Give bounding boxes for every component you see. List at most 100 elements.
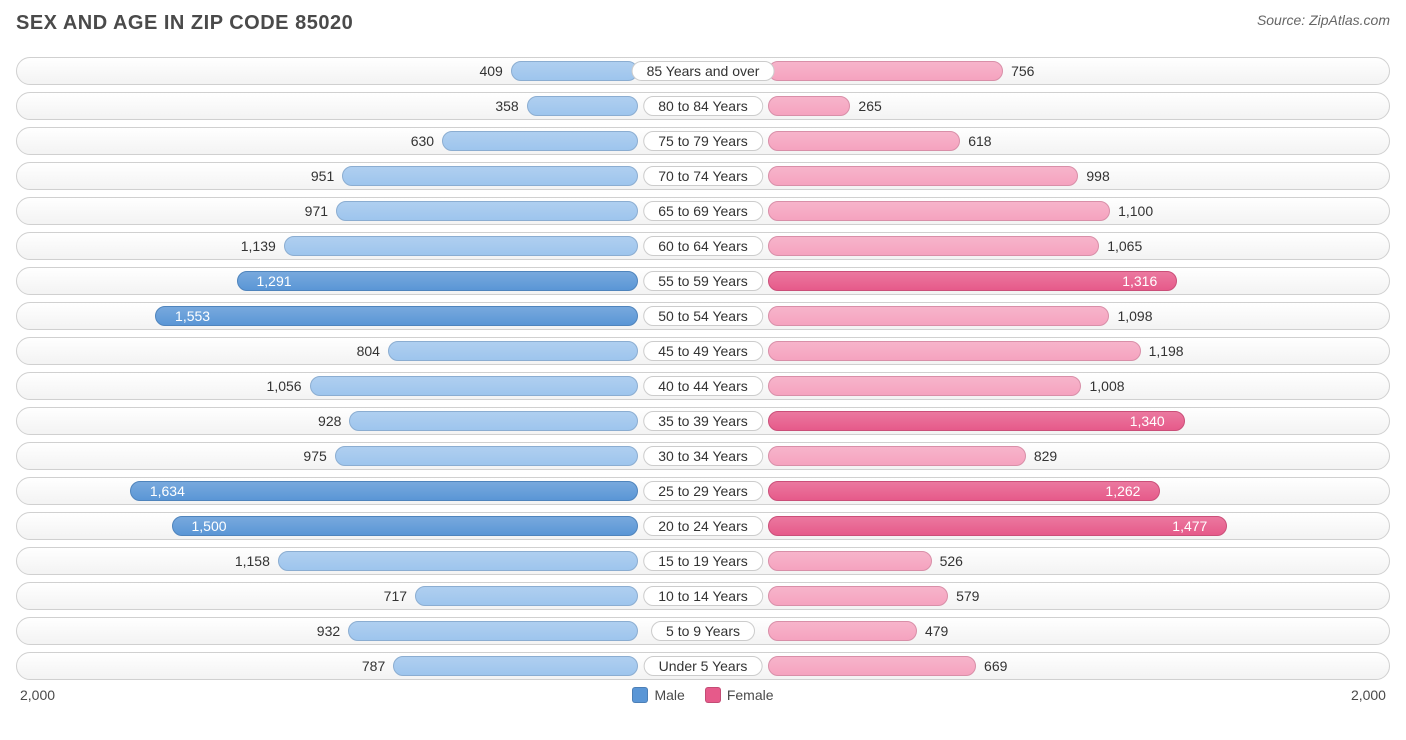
age-group-label: 15 to 19 Years: [643, 551, 763, 571]
male-value: 358: [495, 98, 518, 114]
pyramid-row: 80 to 84 Years 358 265: [16, 92, 1390, 120]
female-bar: [768, 516, 1227, 536]
age-group-label: 25 to 29 Years: [643, 481, 763, 501]
female-value: 1,316: [1122, 273, 1167, 289]
male-value: 717: [384, 588, 407, 604]
pyramid-row: 35 to 39 Years 928 1,340: [16, 407, 1390, 435]
female-bar: [768, 96, 850, 116]
male-value: 1,056: [267, 378, 302, 394]
age-group-label: 10 to 14 Years: [643, 586, 763, 606]
female-value: 998: [1086, 168, 1109, 184]
male-value: 1,634: [140, 483, 185, 499]
pyramid-row: 75 to 79 Years 630 618: [16, 127, 1390, 155]
female-value: 618: [968, 133, 991, 149]
female-value: 1,198: [1149, 343, 1184, 359]
pyramid-row: 20 to 24 Years1,5001,477: [16, 512, 1390, 540]
female-bar: [768, 446, 1026, 466]
male-bar: [310, 376, 638, 396]
chart-title: SEX AND AGE IN ZIP CODE 85020: [16, 12, 353, 35]
female-value: 265: [858, 98, 881, 114]
age-group-label: 85 Years and over: [632, 61, 775, 81]
female-bar: [768, 236, 1099, 256]
male-bar: [511, 61, 638, 81]
chart-source: Source: ZipAtlas.com: [1257, 12, 1390, 28]
female-bar: [768, 341, 1141, 361]
male-bar: [284, 236, 638, 256]
male-value: 928: [318, 413, 341, 429]
legend-swatch-female: [705, 687, 721, 703]
male-value: 932: [317, 623, 340, 639]
female-value: 1,008: [1089, 378, 1124, 394]
male-bar: [130, 481, 638, 501]
male-value: 1,553: [165, 308, 210, 324]
age-group-label: 30 to 34 Years: [643, 446, 763, 466]
male-value: 630: [411, 133, 434, 149]
female-value: 756: [1011, 63, 1034, 79]
pyramid-row: 60 to 64 Years 1,139 1,065: [16, 232, 1390, 260]
pyramid-row: 15 to 19 Years1,158526: [16, 547, 1390, 575]
female-value: 1,065: [1107, 238, 1142, 254]
female-value: 1,098: [1117, 308, 1152, 324]
age-group-label: 35 to 39 Years: [643, 411, 763, 431]
age-group-label: 50 to 54 Years: [643, 306, 763, 326]
age-group-label: 5 to 9 Years: [651, 621, 755, 641]
population-pyramid-chart: 85 Years and over409756 80 to 84 Years 358…: [16, 57, 1390, 680]
female-bar: [768, 551, 932, 571]
male-bar: [342, 166, 638, 186]
male-bar: [335, 446, 638, 466]
age-group-label: Under 5 Years: [644, 656, 763, 676]
age-group-label: 80 to 84 Years: [643, 96, 763, 116]
male-value: 1,500: [182, 518, 227, 534]
male-bar: [349, 411, 638, 431]
female-value: 1,340: [1130, 413, 1175, 429]
male-value: 951: [311, 168, 334, 184]
female-bar: [768, 131, 960, 151]
female-bar: [768, 621, 917, 641]
female-value: 1,262: [1105, 483, 1150, 499]
age-group-label: 20 to 24 Years: [643, 516, 763, 536]
age-group-label: 75 to 79 Years: [643, 131, 763, 151]
male-bar: [415, 586, 638, 606]
axis-label-left: 2,000: [20, 687, 55, 703]
male-bar: [336, 201, 638, 221]
male-value: 787: [362, 658, 385, 674]
pyramid-row: 30 to 34 Years975829: [16, 442, 1390, 470]
age-group-label: 45 to 49 Years: [643, 341, 763, 361]
age-group-label: 40 to 44 Years: [643, 376, 763, 396]
pyramid-row: 45 to 49 Years8041,198: [16, 337, 1390, 365]
legend-item-male: Male: [632, 687, 684, 703]
male-value: 1,158: [235, 553, 270, 569]
male-bar: [278, 551, 638, 571]
female-bar: [768, 586, 948, 606]
female-value: 479: [925, 623, 948, 639]
legend-swatch-male: [632, 687, 648, 703]
female-bar: [768, 376, 1081, 396]
pyramid-row: 10 to 14 Years 717 579: [16, 582, 1390, 610]
pyramid-row: 70 to 74 Years951998: [16, 162, 1390, 190]
age-group-label: 60 to 64 Years: [643, 236, 763, 256]
male-value: 1,291: [247, 273, 292, 289]
pyramid-row: 50 to 54 Years 1,553 1,098: [16, 302, 1390, 330]
female-value: 579: [956, 588, 979, 604]
pyramid-row: 25 to 29 Years 1,634 1,262: [16, 477, 1390, 505]
female-bar: [768, 411, 1185, 431]
male-value: 971: [305, 203, 328, 219]
male-value: 1,139: [241, 238, 276, 254]
male-bar: [388, 341, 638, 361]
pyramid-row: Under 5 Years 787 669: [16, 652, 1390, 680]
female-bar: [768, 306, 1109, 326]
female-bar: [768, 201, 1110, 221]
age-group-label: 65 to 69 Years: [643, 201, 763, 221]
male-bar: [393, 656, 638, 676]
male-bar: [155, 306, 638, 326]
chart-legend: Male Female: [632, 687, 773, 703]
pyramid-row: 85 Years and over409756: [16, 57, 1390, 85]
male-value: 975: [303, 448, 326, 464]
pyramid-row: 65 to 69 Years9711,100: [16, 197, 1390, 225]
female-value: 669: [984, 658, 1007, 674]
male-bar: [348, 621, 638, 641]
female-bar: [768, 481, 1160, 501]
legend-label-male: Male: [654, 687, 684, 703]
legend-label-female: Female: [727, 687, 774, 703]
pyramid-row: 5 to 9 Years 932 479: [16, 617, 1390, 645]
